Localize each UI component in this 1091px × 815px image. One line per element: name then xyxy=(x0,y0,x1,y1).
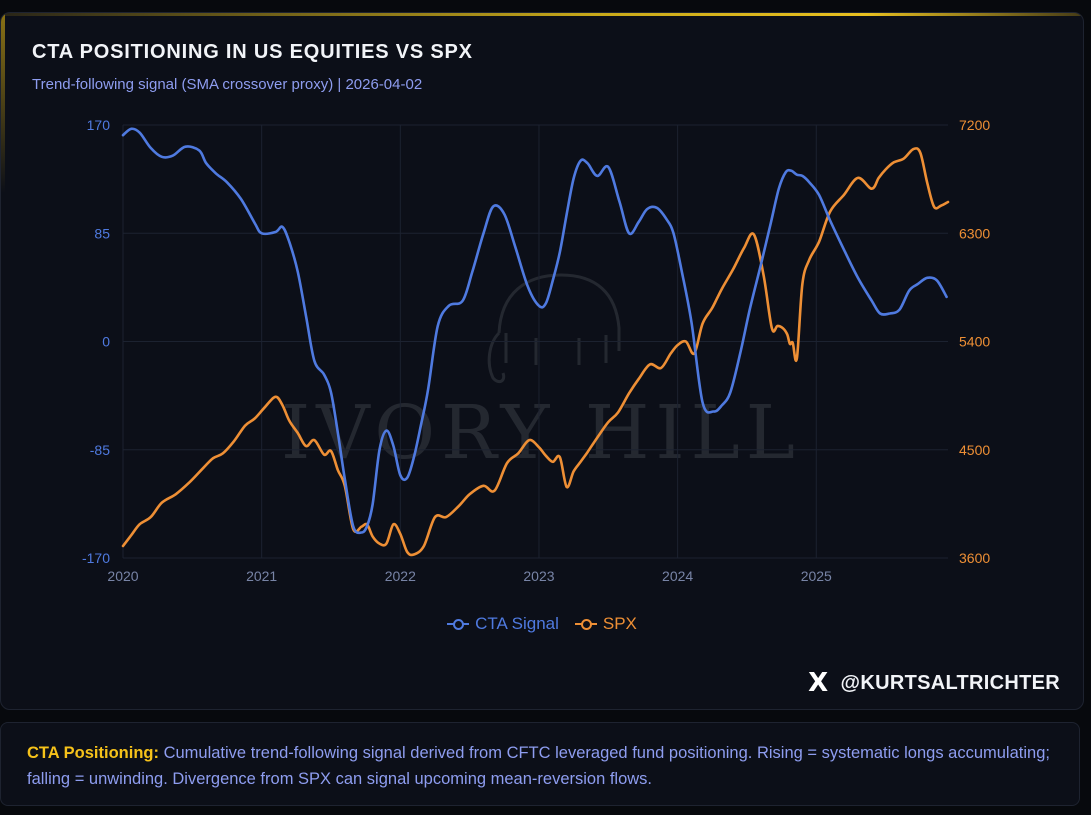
explanation-note: CTA Positioning: Cumulative trend-follow… xyxy=(0,722,1080,806)
cta-signal-line xyxy=(121,127,948,535)
x-tick-label: 2024 xyxy=(662,568,693,584)
x-logo-icon: X xyxy=(808,668,829,698)
handle-text: @KURTSALTRICHTER xyxy=(840,671,1060,694)
y-left-tick-label: 170 xyxy=(87,117,111,133)
legend-line-icon xyxy=(447,618,470,630)
y-left-tick-label: -170 xyxy=(82,550,110,566)
elephant-icon xyxy=(487,273,621,384)
chart-title: CTA POSITIONING IN US EQUITIES VS SPX xyxy=(32,41,473,63)
cta-signal-series xyxy=(121,127,948,535)
y-right-tick-label: 5400 xyxy=(959,334,990,350)
series-layer xyxy=(121,127,950,557)
legend-line-icon xyxy=(574,618,597,630)
x-tick-label: 2020 xyxy=(107,568,138,584)
y-left-tick-label: -85 xyxy=(90,442,110,458)
grid-lines xyxy=(122,124,948,559)
y-right-tick-label: 6300 xyxy=(959,225,990,241)
line-chart: IVORY HILL 170 85 0 -85 -170 7200 6300 5400 450… xyxy=(82,117,990,584)
legend-item-spx[interactable]: SPX xyxy=(574,614,637,634)
x-tick-label: 2021 xyxy=(246,568,277,584)
right-axis: 7200 6300 5400 4500 3600 xyxy=(959,117,990,566)
spx-line xyxy=(121,147,950,557)
legend-label: SPX xyxy=(602,614,637,633)
y-left-tick-label: 85 xyxy=(94,225,110,241)
y-left-tick-label: 0 xyxy=(102,334,110,350)
y-right-tick-label: 4500 xyxy=(959,442,990,458)
chart-subtitle: Trend-following signal (SMA crossover pr… xyxy=(32,76,423,93)
legend-label: CTA Signal xyxy=(475,614,559,633)
author-handle[interactable]: X @KURTSALTRICHTER xyxy=(808,668,1060,698)
card-accent-line xyxy=(1,13,1083,16)
note-label: CTA Positioning: xyxy=(27,744,159,762)
legend-item-cta-signal[interactable]: CTA Signal xyxy=(447,614,559,634)
chart-card: CTA POSITIONING IN US EQUITIES VS SPX Tr… xyxy=(0,12,1084,710)
note-text: Cumulative trend-following signal derive… xyxy=(27,744,1050,788)
y-right-tick-label: 3600 xyxy=(959,550,990,566)
x-tick-label: 2023 xyxy=(523,568,554,584)
chart-legend: CTA Signal SPX xyxy=(1,614,1083,634)
left-axis: 170 85 0 -85 -170 xyxy=(82,117,110,566)
y-right-tick-label: 7200 xyxy=(959,117,990,133)
card-accent-glow xyxy=(1,13,5,193)
x-tick-label: 2022 xyxy=(385,568,416,584)
watermark-text: IVORY HILL xyxy=(281,390,801,476)
spx-series xyxy=(121,147,950,557)
x-tick-label: 2025 xyxy=(801,568,832,584)
x-axis: 2020 2021 2022 2023 2024 2025 xyxy=(107,568,832,584)
ivory-hill-watermark: IVORY HILL xyxy=(281,273,801,476)
